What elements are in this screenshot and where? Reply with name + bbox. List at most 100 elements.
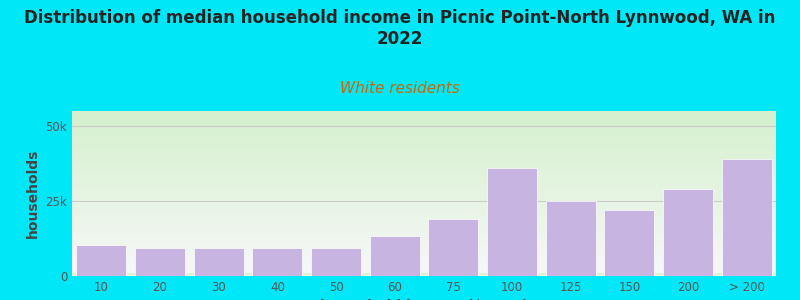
Bar bbox=[72, 274, 776, 276]
Bar bbox=[72, 160, 776, 163]
Bar bbox=[72, 187, 776, 189]
Bar bbox=[72, 129, 776, 131]
Bar bbox=[72, 228, 776, 231]
Bar bbox=[72, 273, 776, 275]
Bar bbox=[429, 219, 478, 276]
Bar bbox=[72, 232, 776, 234]
Bar bbox=[72, 273, 776, 274]
Bar bbox=[72, 141, 776, 143]
Bar bbox=[72, 157, 776, 159]
Bar bbox=[72, 116, 776, 118]
Bar bbox=[72, 274, 776, 276]
Bar bbox=[72, 274, 776, 275]
Bar bbox=[72, 200, 776, 203]
Bar bbox=[72, 274, 776, 275]
Bar bbox=[72, 180, 776, 183]
Bar bbox=[72, 112, 776, 114]
Bar bbox=[72, 185, 776, 188]
Bar bbox=[72, 137, 776, 139]
Bar bbox=[72, 273, 776, 275]
Bar bbox=[72, 274, 776, 276]
Bar bbox=[72, 274, 776, 275]
Bar bbox=[72, 274, 776, 275]
Bar bbox=[72, 274, 776, 275]
Bar bbox=[72, 273, 776, 274]
Bar bbox=[72, 126, 776, 128]
Bar bbox=[72, 258, 776, 261]
Bar bbox=[72, 144, 776, 146]
Bar bbox=[72, 274, 776, 276]
Bar bbox=[72, 251, 776, 254]
Bar bbox=[72, 273, 776, 274]
Bar bbox=[72, 273, 776, 274]
Bar bbox=[72, 142, 776, 144]
Bar bbox=[72, 250, 776, 253]
Bar bbox=[72, 273, 776, 275]
Bar bbox=[72, 274, 776, 276]
Bar bbox=[72, 273, 776, 275]
Bar bbox=[72, 236, 776, 239]
Bar bbox=[72, 274, 776, 275]
Bar bbox=[72, 274, 776, 276]
Bar bbox=[72, 149, 776, 151]
Bar bbox=[72, 238, 776, 241]
Bar bbox=[72, 146, 776, 148]
Bar bbox=[72, 274, 776, 275]
Text: Distribution of median household income in Picnic Point-North Lynnwood, WA in
20: Distribution of median household income … bbox=[24, 9, 776, 48]
Bar bbox=[72, 245, 776, 248]
Bar bbox=[72, 274, 776, 276]
Bar bbox=[72, 274, 776, 275]
Bar bbox=[72, 273, 776, 275]
Bar bbox=[72, 274, 776, 276]
Bar bbox=[722, 159, 771, 276]
Bar bbox=[72, 273, 776, 275]
Bar bbox=[72, 154, 776, 156]
Bar bbox=[72, 159, 776, 161]
Bar bbox=[72, 273, 776, 274]
Bar bbox=[72, 212, 776, 214]
Bar bbox=[72, 170, 776, 173]
Bar bbox=[72, 246, 776, 249]
Bar bbox=[72, 220, 776, 223]
Bar bbox=[72, 230, 776, 233]
Bar bbox=[72, 274, 776, 276]
Bar bbox=[72, 273, 776, 275]
Bar bbox=[72, 273, 776, 275]
Text: White residents: White residents bbox=[340, 81, 460, 96]
Bar bbox=[72, 273, 776, 274]
Bar bbox=[370, 236, 419, 276]
Bar bbox=[72, 210, 776, 213]
Bar bbox=[72, 273, 776, 274]
Bar bbox=[194, 248, 243, 276]
Bar bbox=[72, 205, 776, 208]
Bar bbox=[72, 273, 776, 275]
Bar bbox=[72, 273, 776, 275]
Bar bbox=[72, 263, 776, 266]
Bar bbox=[72, 274, 776, 276]
Bar bbox=[72, 265, 776, 268]
Bar bbox=[72, 195, 776, 198]
Bar bbox=[72, 274, 776, 275]
Bar bbox=[72, 147, 776, 149]
Bar bbox=[72, 274, 776, 275]
Bar bbox=[72, 217, 776, 219]
Bar bbox=[72, 207, 776, 209]
Bar bbox=[72, 172, 776, 174]
Bar bbox=[72, 248, 776, 251]
Bar bbox=[72, 260, 776, 263]
Bar bbox=[72, 215, 776, 218]
Bar bbox=[72, 121, 776, 123]
Bar bbox=[72, 182, 776, 184]
X-axis label: household income ($1000): household income ($1000) bbox=[320, 299, 528, 300]
Bar bbox=[546, 201, 595, 276]
Bar bbox=[72, 274, 776, 275]
Bar bbox=[72, 240, 776, 243]
Bar bbox=[72, 241, 776, 244]
Bar bbox=[72, 118, 776, 119]
Bar bbox=[72, 184, 776, 186]
Bar bbox=[72, 274, 776, 276]
Bar bbox=[135, 248, 185, 276]
Bar bbox=[72, 273, 776, 275]
Bar bbox=[72, 111, 776, 113]
Bar bbox=[72, 274, 776, 276]
